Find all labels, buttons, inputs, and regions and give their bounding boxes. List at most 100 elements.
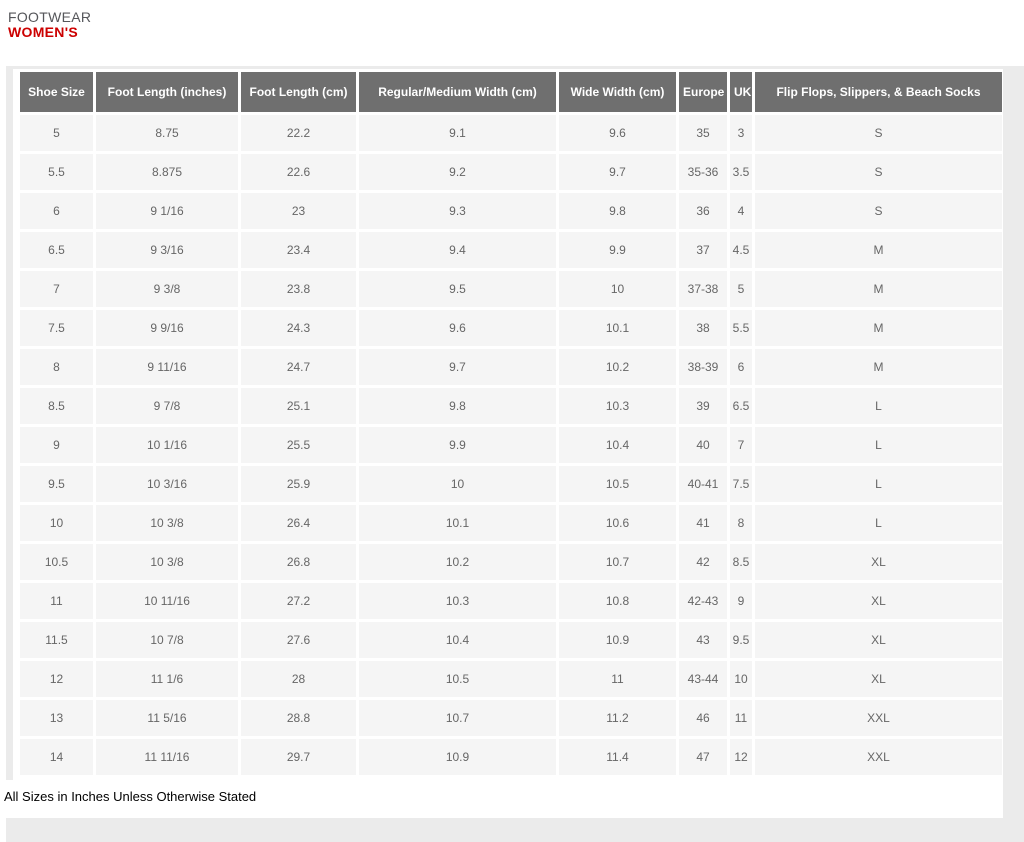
table-row: 8.5 9 7/8 25.1 9.8 10.3 39 6.5 L (20, 388, 1002, 424)
table-cell: 40 (679, 427, 727, 463)
table-cell: 10.7 (359, 700, 556, 736)
panel-frame-top (6, 66, 1003, 69)
table-row: 10.5 10 3/8 26.8 10.2 10.7 42 8.5 XL (20, 544, 1002, 580)
column-header: Regular/Medium Width (cm) (359, 72, 556, 112)
table-cell: 37 (679, 232, 727, 268)
table-cell: 26.4 (241, 505, 356, 541)
table-cell: 9 3/16 (96, 232, 238, 268)
table-cell: 10.6 (559, 505, 676, 541)
table-cell: 10.2 (359, 544, 556, 580)
table-cell: 9 (20, 427, 93, 463)
table-cell: 9.6 (359, 310, 556, 346)
table-cell: 6 (20, 193, 93, 229)
table-row: 6.5 9 3/16 23.4 9.4 9.9 37 4.5 M (20, 232, 1002, 268)
table-cell: 7.5 (20, 310, 93, 346)
table-cell: 9.3 (359, 193, 556, 229)
table-cell: 35 (679, 115, 727, 151)
table-cell: XL (755, 661, 1002, 697)
table-cell: 11.4 (559, 739, 676, 775)
page-title: WOMEN'S (8, 24, 78, 40)
table-cell: 10.4 (359, 622, 556, 658)
table-cell: 10.5 (359, 661, 556, 697)
table-cell: 5.5 (20, 154, 93, 190)
table-cell: 9.7 (559, 154, 676, 190)
table-cell: 27.6 (241, 622, 356, 658)
column-header: Shoe Size (20, 72, 93, 112)
table-cell: 9.7 (359, 349, 556, 385)
table-cell: 11.5 (20, 622, 93, 658)
table-cell: S (755, 115, 1002, 151)
table-cell: 10.5 (559, 466, 676, 502)
table-cell: 10 (20, 505, 93, 541)
table-cell: 10 (359, 466, 556, 502)
table-cell: 11 1/6 (96, 661, 238, 697)
table-row: 13 11 5/16 28.8 10.7 11.2 46 11 XXL (20, 700, 1002, 736)
title-block: FOOTWEAR WOMEN'S (8, 10, 91, 40)
table-cell: 4.5 (730, 232, 752, 268)
table-cell: 27.2 (241, 583, 356, 619)
table-cell: 6.5 (730, 388, 752, 424)
table-cell: 10.8 (559, 583, 676, 619)
table-cell: 26.8 (241, 544, 356, 580)
table-cell: 9 (730, 583, 752, 619)
table-cell: 40-41 (679, 466, 727, 502)
table-cell: 11 11/16 (96, 739, 238, 775)
table-cell: 7.5 (730, 466, 752, 502)
table-row: 11.5 10 7/8 27.6 10.4 10.9 43 9.5 XL (20, 622, 1002, 658)
table-cell: 10 3/8 (96, 505, 238, 541)
panel-frame-left (6, 66, 13, 780)
table-cell: 10.9 (359, 739, 556, 775)
table-cell: 7 (20, 271, 93, 307)
table-cell: 6.5 (20, 232, 93, 268)
table-cell: 8 (730, 505, 752, 541)
table-cell: 24.7 (241, 349, 356, 385)
table-cell: 24.3 (241, 310, 356, 346)
table-cell: 22.2 (241, 115, 356, 151)
table-cell: 46 (679, 700, 727, 736)
table-cell: 41 (679, 505, 727, 541)
table-cell: 10 11/16 (96, 583, 238, 619)
table-cell: 23.4 (241, 232, 356, 268)
column-header: Foot Length (inches) (96, 72, 238, 112)
table-cell: 25.1 (241, 388, 356, 424)
table-cell: 43-44 (679, 661, 727, 697)
table-row: 9 10 1/16 25.5 9.9 10.4 40 7 L (20, 427, 1002, 463)
table-cell: 8.5 (730, 544, 752, 580)
table-cell: 10.3 (559, 388, 676, 424)
table-cell: 9.2 (359, 154, 556, 190)
table-cell: 9 3/8 (96, 271, 238, 307)
table-cell: XXL (755, 739, 1002, 775)
panel-frame-bottom (6, 818, 1024, 842)
table-cell: 9.4 (359, 232, 556, 268)
table-cell: 43 (679, 622, 727, 658)
table-cell: 22.6 (241, 154, 356, 190)
table-cell: XL (755, 544, 1002, 580)
table-cell: L (755, 388, 1002, 424)
table-cell: 3.5 (730, 154, 752, 190)
table-cell: 9 7/8 (96, 388, 238, 424)
table-cell: 9.8 (559, 193, 676, 229)
table-cell: 9.5 (20, 466, 93, 502)
table-cell: 10.5 (20, 544, 93, 580)
table-cell: XXL (755, 700, 1002, 736)
table-row: 11 10 11/16 27.2 10.3 10.8 42-43 9 XL (20, 583, 1002, 619)
column-header: Foot Length (cm) (241, 72, 356, 112)
table-cell: 28.8 (241, 700, 356, 736)
table-cell: 9.5 (359, 271, 556, 307)
table-cell: 12 (730, 739, 752, 775)
table-cell: 25.9 (241, 466, 356, 502)
size-chart-panel: Shoe Size Foot Length (inches) Foot Length… (13, 69, 1003, 818)
size-chart-table: Shoe Size Foot Length (inches) Foot Length… (17, 69, 1005, 778)
table-cell: 11 (20, 583, 93, 619)
table-cell: L (755, 466, 1002, 502)
table-cell: 9.8 (359, 388, 556, 424)
table-cell: 10.2 (559, 349, 676, 385)
section-label: FOOTWEAR (8, 9, 92, 25)
table-cell: 12 (20, 661, 93, 697)
table-cell: 35-36 (679, 154, 727, 190)
table-cell: 8.5 (20, 388, 93, 424)
